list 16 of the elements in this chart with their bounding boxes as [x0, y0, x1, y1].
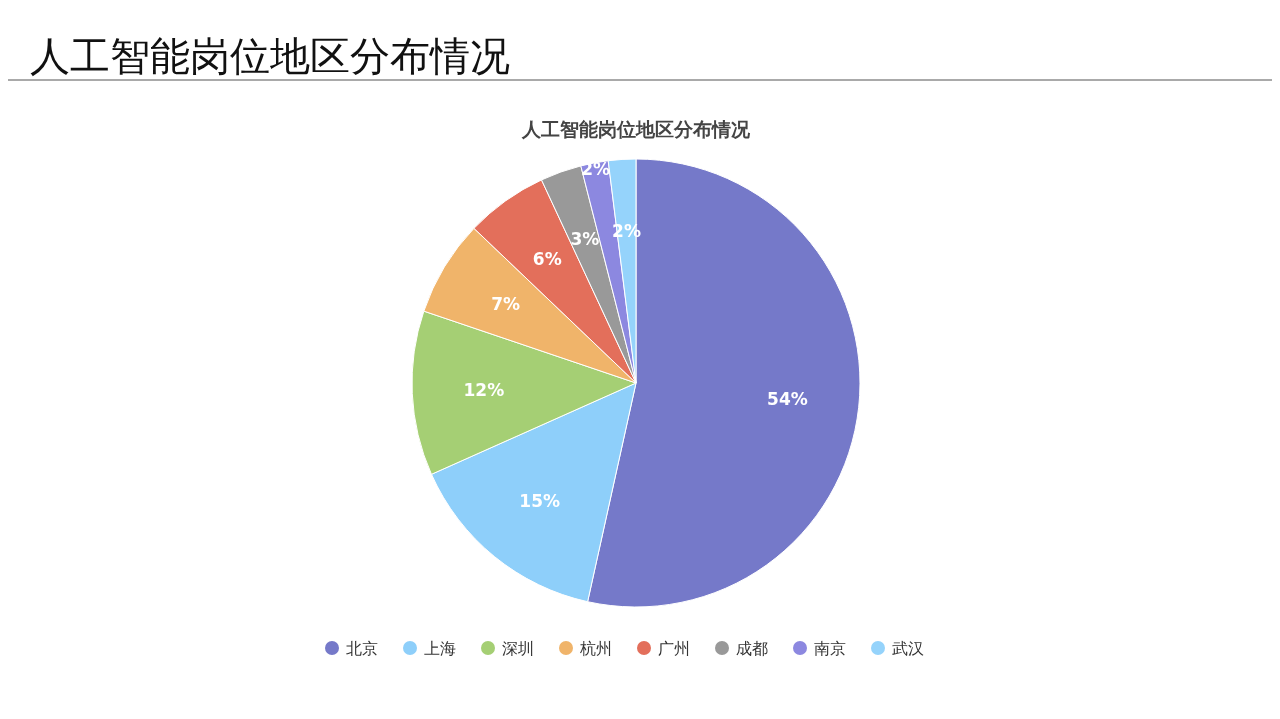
legend-label: 上海: [424, 638, 456, 658]
legend-label: 南京: [814, 638, 846, 658]
data-label: 7%: [491, 294, 521, 315]
chart-subtitle: 人工智能岗位地区分布情况: [521, 118, 751, 140]
data-label: 3%: [570, 229, 600, 250]
legend-label: 杭州: [579, 638, 612, 658]
legend-label: 广州: [658, 638, 690, 658]
legend-label: 深圳: [502, 638, 534, 658]
legend-label: 成都: [736, 638, 768, 658]
data-label: 54%: [767, 389, 808, 410]
legend-label: 武汉: [892, 638, 924, 658]
data-label: 6%: [532, 249, 562, 270]
chart-title: 人工智能岗位地区分布情况: [30, 33, 510, 79]
data-label: 15%: [519, 490, 561, 511]
data-label: 12%: [463, 380, 505, 401]
legend-label: 北京: [346, 638, 378, 658]
